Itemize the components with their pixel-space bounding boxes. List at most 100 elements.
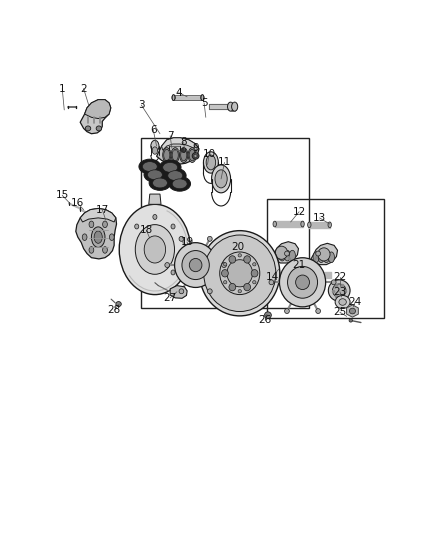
Ellipse shape: [171, 148, 179, 163]
Ellipse shape: [164, 168, 186, 183]
Ellipse shape: [189, 149, 195, 161]
Ellipse shape: [182, 148, 186, 152]
Ellipse shape: [203, 152, 219, 173]
Ellipse shape: [313, 252, 319, 263]
Ellipse shape: [139, 159, 161, 174]
Ellipse shape: [279, 251, 285, 261]
Text: 21: 21: [293, 260, 306, 270]
Ellipse shape: [244, 256, 251, 263]
Ellipse shape: [201, 95, 204, 101]
Ellipse shape: [96, 126, 102, 131]
Ellipse shape: [204, 235, 276, 311]
Ellipse shape: [285, 309, 290, 313]
Ellipse shape: [265, 312, 271, 318]
Text: 28: 28: [107, 305, 121, 315]
Ellipse shape: [152, 147, 158, 154]
Ellipse shape: [215, 170, 227, 188]
Text: 1: 1: [59, 84, 66, 94]
Ellipse shape: [181, 149, 187, 161]
Ellipse shape: [339, 298, 346, 305]
Ellipse shape: [276, 246, 288, 260]
Ellipse shape: [227, 102, 233, 111]
Ellipse shape: [290, 251, 295, 261]
Ellipse shape: [229, 256, 236, 263]
Text: 19: 19: [180, 238, 194, 247]
Ellipse shape: [85, 126, 91, 131]
Ellipse shape: [318, 248, 330, 261]
Ellipse shape: [162, 163, 178, 172]
Text: 18: 18: [140, 225, 153, 235]
Ellipse shape: [119, 204, 191, 295]
Ellipse shape: [172, 179, 187, 189]
Ellipse shape: [201, 95, 204, 101]
Ellipse shape: [318, 252, 324, 263]
Ellipse shape: [192, 152, 199, 159]
Ellipse shape: [287, 266, 318, 298]
Ellipse shape: [188, 148, 196, 163]
Ellipse shape: [307, 222, 311, 228]
Polygon shape: [162, 138, 196, 150]
Ellipse shape: [82, 234, 87, 240]
Ellipse shape: [152, 178, 167, 188]
Ellipse shape: [232, 102, 238, 111]
Text: 22: 22: [333, 272, 346, 282]
Ellipse shape: [171, 224, 175, 229]
Polygon shape: [272, 241, 298, 263]
Ellipse shape: [223, 280, 227, 284]
Polygon shape: [76, 208, 117, 259]
Text: 15: 15: [56, 190, 69, 200]
Ellipse shape: [94, 231, 102, 243]
Ellipse shape: [179, 289, 184, 294]
Ellipse shape: [349, 319, 353, 322]
Ellipse shape: [328, 280, 350, 301]
Ellipse shape: [223, 263, 227, 266]
Text: 2: 2: [80, 84, 87, 94]
Text: 17: 17: [95, 205, 109, 215]
Ellipse shape: [162, 148, 171, 163]
Ellipse shape: [253, 280, 256, 284]
Ellipse shape: [179, 236, 184, 241]
Ellipse shape: [151, 140, 159, 152]
Ellipse shape: [328, 222, 332, 228]
Ellipse shape: [144, 236, 166, 263]
Ellipse shape: [227, 260, 253, 287]
Text: 11: 11: [218, 157, 231, 167]
Ellipse shape: [149, 175, 171, 190]
Ellipse shape: [273, 221, 276, 227]
Ellipse shape: [171, 270, 175, 275]
Ellipse shape: [284, 251, 290, 261]
Ellipse shape: [222, 263, 226, 268]
Ellipse shape: [208, 236, 212, 241]
Ellipse shape: [89, 247, 94, 253]
Ellipse shape: [102, 247, 107, 253]
Ellipse shape: [200, 231, 280, 316]
Text: 20: 20: [232, 241, 244, 252]
Ellipse shape: [172, 149, 178, 161]
Text: 7: 7: [167, 131, 173, 141]
Text: 8: 8: [180, 137, 187, 147]
Ellipse shape: [222, 270, 228, 277]
Polygon shape: [346, 305, 358, 317]
Ellipse shape: [175, 243, 217, 287]
Polygon shape: [85, 100, 111, 118]
Text: 14: 14: [265, 272, 279, 282]
Ellipse shape: [212, 165, 230, 193]
Bar: [267, 199, 384, 318]
Ellipse shape: [116, 302, 121, 306]
Bar: [141, 138, 309, 308]
Ellipse shape: [135, 224, 139, 229]
Ellipse shape: [208, 289, 212, 294]
Ellipse shape: [142, 161, 157, 172]
Ellipse shape: [269, 280, 274, 285]
Polygon shape: [170, 286, 187, 298]
Text: 13: 13: [313, 213, 326, 223]
Ellipse shape: [296, 275, 310, 289]
Ellipse shape: [229, 284, 236, 291]
Ellipse shape: [206, 155, 215, 170]
Ellipse shape: [148, 170, 162, 180]
Ellipse shape: [244, 284, 251, 291]
Ellipse shape: [332, 284, 346, 297]
Ellipse shape: [168, 171, 183, 181]
Text: 12: 12: [293, 207, 306, 217]
Ellipse shape: [189, 259, 202, 272]
